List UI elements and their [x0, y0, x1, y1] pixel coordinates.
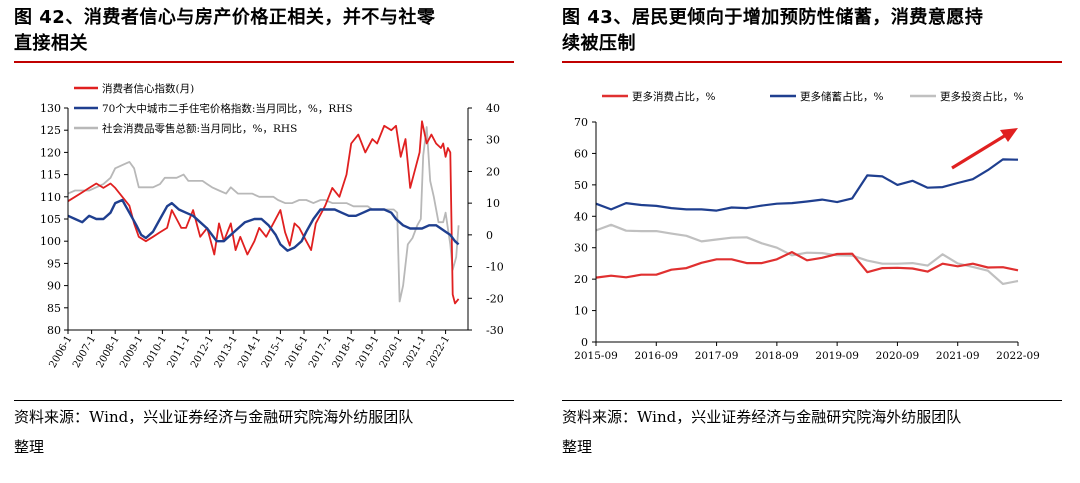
- series-line-consumer-confidence: [67, 120, 460, 305]
- legend-label: 70个大中城市二手住宅价格指数:当月同比，%，RHS: [102, 102, 353, 115]
- right-y-tick-label: 20: [486, 165, 500, 178]
- left-y-tick-label: 85: [47, 302, 61, 315]
- left-y-tick-label: 125: [40, 124, 61, 137]
- x-tick-label: 2015-09: [574, 350, 618, 362]
- y-tick-label: 50: [574, 179, 588, 192]
- figure-42-title-line2: 直接相关: [14, 33, 88, 54]
- figure-43-title-line1: 图 43、居民更倾向于增加预防性储蓄，消费意愿持: [562, 7, 984, 28]
- right-y-tick-label: -30: [486, 324, 504, 337]
- figure-42-source-rule: [14, 400, 514, 401]
- left-y-tick-label: 115: [40, 169, 61, 182]
- left-y-tick-label: 105: [40, 213, 61, 226]
- trend-arrow-shaft: [951, 133, 1007, 170]
- y-tick-label: 60: [574, 147, 588, 160]
- left-y-tick-label: 100: [40, 235, 61, 248]
- series-line-more-savings: [595, 158, 1019, 212]
- x-tick-label: 2022-09: [996, 350, 1040, 362]
- series-line-retail-sales-yoy: [67, 126, 460, 303]
- trend-arrow-head: [1000, 128, 1018, 142]
- figure-42-source-line1: 资料来源：Wind，兴业证券经济与金融研究院海外纺服团队: [14, 408, 414, 426]
- left-y-tick-label: 120: [40, 146, 61, 159]
- right-y-tick-label: 0: [486, 229, 493, 242]
- right-y-tick-label: 40: [486, 102, 500, 115]
- left-y-tick-label: 90: [47, 280, 61, 293]
- legend-label: 更多投资占比，%: [940, 90, 1023, 103]
- x-tick-label: 2016-09: [634, 350, 678, 362]
- y-tick-label: 10: [574, 305, 588, 318]
- left-y-tick-label: 95: [47, 257, 61, 270]
- right-y-tick-label: 30: [486, 134, 500, 147]
- figure-42-title-line1: 图 42、消费者信心与房产价格正相关，并不与社零: [14, 7, 436, 28]
- right-y-tick-label: 10: [486, 197, 500, 210]
- figure-43-title-rule: [562, 61, 1062, 63]
- x-tick-label: 2020-09: [876, 350, 920, 362]
- x-tick-label: 2019-09: [815, 350, 859, 362]
- left-y-tick-label: 110: [40, 191, 61, 204]
- x-tick-label: 2017-09: [695, 350, 739, 362]
- left-y-tick-label: 130: [40, 102, 61, 115]
- x-tick-label: 2018-09: [755, 350, 799, 362]
- left-y-tick-label: 80: [47, 324, 61, 337]
- figure-43-title-line2: 续被压制: [562, 33, 636, 54]
- legend-label: 消费者信心指数(月): [102, 82, 194, 95]
- y-tick-label: 30: [574, 242, 588, 255]
- y-tick-label: 70: [574, 116, 588, 129]
- series-line-home-price-yoy: [67, 198, 460, 252]
- figure-43-source-line2: 整理: [562, 438, 593, 456]
- x-tick-label: 2021-09: [936, 350, 980, 362]
- series-line-more-investment: [595, 223, 1019, 285]
- figure-43-source-rule: [562, 400, 1062, 401]
- right-y-tick-label: -10: [486, 261, 504, 274]
- figure-42-title-rule: [14, 61, 514, 63]
- legend-label: 更多储蓄占比，%: [800, 90, 883, 103]
- figure-42-source-line2: 整理: [14, 438, 45, 456]
- right-y-tick-label: -20: [486, 292, 504, 305]
- figure-42-chart: 13012512011511010510095908580403020100-1…: [40, 82, 504, 370]
- x-tick-label: 2022-1: [425, 334, 452, 370]
- y-tick-label: 0: [581, 336, 588, 349]
- legend-label: 社会消费品零售总额:当月同比，%，RHS: [102, 122, 297, 135]
- y-tick-label: 40: [574, 210, 588, 223]
- figure-43-source-line1: 资料来源：Wind，兴业证券经济与金融研究院海外纺服团队: [562, 408, 962, 426]
- y-tick-label: 20: [574, 273, 588, 286]
- legend-label: 更多消费占比，%: [632, 90, 715, 103]
- series-line-more-consumption: [595, 251, 1019, 279]
